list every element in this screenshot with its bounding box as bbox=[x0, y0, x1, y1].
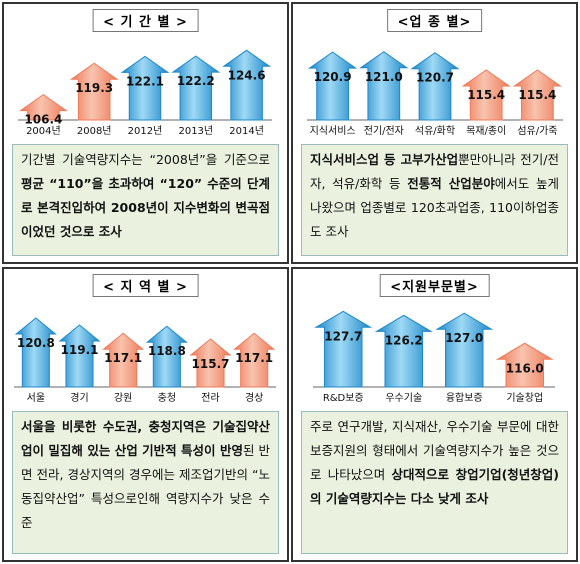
value-label-support-3: 116.0 bbox=[506, 361, 544, 375]
description-industry: 지식서비스업 등 고부가산업뿐만아니라 전기/전자, 석유/화학 등 전통적 산… bbox=[301, 144, 568, 256]
bar-period-4 bbox=[222, 49, 272, 121]
value-label-period-0: 106.4 bbox=[24, 113, 62, 127]
bar-period-2 bbox=[120, 55, 170, 121]
category-label-region-1: 경기 bbox=[70, 391, 88, 404]
value-label-region-3: 118.8 bbox=[148, 344, 186, 358]
description-period: 기간별 기술역량지수는 “2008년”을 기준으로 평균 “110”을 초과하여… bbox=[12, 144, 279, 256]
bar-period-1 bbox=[69, 62, 119, 121]
category-label-industry-4: 섬유/가죽 bbox=[517, 125, 557, 137]
category-label-region-5: 경상 bbox=[245, 391, 263, 404]
category-label-period-1: 2008년 bbox=[77, 125, 112, 137]
description-region: 서울을 비롯한 수도권, 충청지역은 기술집약산업이 밀집해 있는 산업 기반적… bbox=[12, 411, 279, 554]
value-label-region-0: 120.8 bbox=[17, 336, 55, 350]
category-label-industry-0: 지식서비스 bbox=[310, 125, 356, 137]
bar-industry-0 bbox=[307, 51, 358, 121]
category-label-period-4: 2014년 bbox=[229, 125, 264, 137]
bar-industry-3 bbox=[461, 69, 511, 121]
bar-support-2 bbox=[435, 312, 494, 388]
category-label-period-2: 2012년 bbox=[128, 125, 163, 137]
value-label-region-5: 117.1 bbox=[235, 351, 273, 365]
description-segment: 지식서비스업 등 고부가산업 bbox=[310, 152, 459, 167]
bar-industry-2 bbox=[410, 52, 460, 121]
value-label-industry-0: 120.9 bbox=[314, 70, 352, 84]
panel-title: <업 종 별> bbox=[386, 9, 483, 32]
panel-period: < 기 간 별 > 106.4 2004년 119.3 2008년 122.1 2012년… bbox=[2, 2, 289, 264]
value-label-industry-1: 121.0 bbox=[365, 70, 403, 84]
value-label-industry-4: 115.4 bbox=[518, 88, 556, 102]
value-label-period-3: 122.2 bbox=[177, 74, 215, 88]
description-segment: 서울을 비롯한 수도권, 충청지역은 기술집약산업이 밀집해 있는 산업 기반적… bbox=[21, 419, 270, 458]
bar-support-0 bbox=[314, 310, 373, 388]
value-label-support-1: 126.2 bbox=[385, 333, 423, 347]
description-segment: 된 반면 전라, 경상지역의 경우에는 제조업기반의 “노동집약산업” 특성으로… bbox=[21, 443, 270, 530]
bar-period-3 bbox=[171, 55, 221, 121]
description-segment: 전통적 산업분야 bbox=[407, 176, 495, 191]
category-label-support-1: 우수기술 bbox=[385, 392, 422, 404]
bar-support-3 bbox=[495, 342, 554, 388]
description-segment: 주로 연구개발, 지식재산, 우수기술 부문에 대한 보증지원의 형태에서 기술… bbox=[310, 419, 559, 482]
value-label-support-0: 127.7 bbox=[324, 329, 362, 343]
bar-industry-4 bbox=[512, 69, 563, 121]
bar-support-1 bbox=[374, 314, 433, 388]
category-label-industry-3: 목재/종이 bbox=[466, 125, 506, 137]
value-label-industry-2: 120.7 bbox=[416, 71, 454, 85]
category-label-region-0: 서울 bbox=[27, 392, 45, 404]
chart-support: 127.7 R&D보증 126.2 우수기술 127.0 융합보증 116.0 기술창업 bbox=[313, 310, 555, 404]
panel-region: < 지 역 별 > 120.8 서울 119.1 경기 117.1 강원 118.8 충청 11… bbox=[2, 267, 289, 562]
category-label-region-3: 충청 bbox=[158, 392, 176, 404]
bar-region-5 bbox=[233, 332, 276, 388]
category-label-industry-2: 석유/화학 bbox=[415, 125, 455, 137]
description-support: 주로 연구개발, 지식재산, 우수기술 부문에 대한 보증지원의 형태에서 기술… bbox=[301, 411, 568, 554]
category-label-period-3: 2013년 bbox=[178, 125, 213, 137]
value-label-region-4: 115.7 bbox=[192, 357, 230, 371]
value-label-period-4: 124.6 bbox=[228, 68, 266, 82]
category-label-region-4: 전라 bbox=[201, 392, 219, 404]
bar-region-1 bbox=[58, 324, 101, 388]
panel-title: < 지 역 별 > bbox=[92, 274, 199, 297]
category-label-region-2: 강원 bbox=[114, 392, 132, 404]
bar-industry-1 bbox=[359, 51, 409, 121]
bar-region-3 bbox=[145, 325, 188, 388]
chart-region: 120.8 서울 119.1 경기 117.1 강원 118.8 충청 115.7 전라 117.1… bbox=[14, 317, 276, 404]
description-segment: 뿐만아니라 전기/전자, 석유/화학 등 bbox=[310, 152, 559, 191]
bar-region-0 bbox=[14, 317, 57, 388]
value-label-period-1: 119.3 bbox=[75, 81, 113, 95]
description-segment: 평균 “110”을 초과하여 “120” 수준의 단계로 본격진입하여 2008… bbox=[21, 176, 270, 239]
bar-region-4 bbox=[189, 338, 232, 388]
category-label-support-0: R&D보증 bbox=[323, 392, 364, 404]
category-label-support-2: 융합보증 bbox=[446, 392, 483, 404]
panel-industry: <업 종 별> 120.9 지식서비스 121.0 전기/전자 120.7 석유/화학 11… bbox=[291, 2, 578, 264]
panel-title: <지원부문별> bbox=[379, 274, 490, 297]
panel-support: <지원부문별> 127.7 R&D보증 126.2 우수기술 127.0 융합보증 116.… bbox=[291, 267, 578, 562]
description-segment: 기간별 기술역량지수는 “2008년”을 기준으로 bbox=[21, 152, 270, 167]
category-label-support-3: 기술창업 bbox=[506, 391, 543, 404]
panel-title: < 기 간 별 > bbox=[92, 9, 199, 32]
value-label-period-2: 122.1 bbox=[126, 74, 164, 88]
description-segment: 상대적으로 창업기업(청년창업)의 기술역량지수는 다소 낮게 조사 bbox=[310, 467, 560, 506]
chart-industry: 120.9 지식서비스 121.0 전기/전자 120.7 석유/화학 115.4 목재/종이… bbox=[307, 51, 563, 137]
description-segment: 에서도 높게 나왔으며 업종별로 120초과업종, 110이하업종도 조사 bbox=[310, 176, 559, 239]
category-label-period-0: 2004년 bbox=[26, 125, 61, 137]
value-label-support-2: 127.0 bbox=[445, 331, 483, 345]
value-label-region-1: 119.1 bbox=[61, 343, 99, 357]
category-label-industry-1: 전기/전자 bbox=[364, 125, 404, 137]
value-label-industry-3: 115.4 bbox=[467, 88, 505, 102]
bar-period-0 bbox=[18, 94, 68, 121]
bar-region-2 bbox=[102, 332, 145, 388]
value-label-region-2: 117.1 bbox=[104, 351, 142, 365]
